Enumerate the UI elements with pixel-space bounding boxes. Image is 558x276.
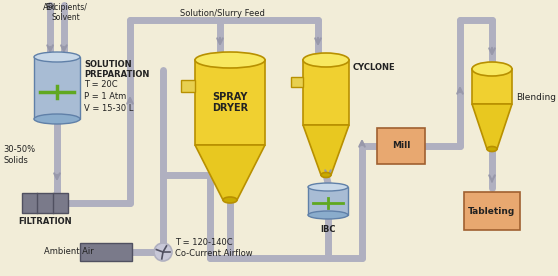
Bar: [303, 60, 349, 125]
Text: CYCLONE: CYCLONE: [353, 62, 396, 71]
Ellipse shape: [303, 53, 349, 67]
Text: SOLUTION
PREPARATION: SOLUTION PREPARATION: [84, 60, 150, 79]
Text: API: API: [44, 3, 57, 12]
Ellipse shape: [34, 52, 80, 62]
Bar: [472, 69, 512, 104]
Text: Tableting: Tableting: [468, 206, 516, 216]
Text: 30-50%
Solids: 30-50% Solids: [3, 145, 35, 165]
Bar: [34, 57, 80, 119]
Bar: [80, 243, 132, 261]
Bar: [22, 193, 68, 213]
Text: Mill: Mill: [392, 142, 410, 150]
Text: T = 120-140C
Co-Current Airflow: T = 120-140C Co-Current Airflow: [175, 238, 253, 258]
Bar: [308, 187, 348, 215]
Bar: [464, 192, 520, 230]
Bar: [181, 80, 195, 92]
Ellipse shape: [472, 62, 512, 76]
Ellipse shape: [195, 52, 265, 68]
Text: Blending: Blending: [516, 92, 556, 102]
Text: Excipients/
Solvent: Excipients/ Solvent: [45, 3, 87, 22]
Polygon shape: [472, 104, 512, 149]
Ellipse shape: [308, 183, 348, 191]
Ellipse shape: [223, 197, 237, 203]
Text: Solution/Slurry Feed: Solution/Slurry Feed: [180, 9, 265, 17]
Ellipse shape: [487, 147, 497, 152]
Polygon shape: [303, 125, 349, 175]
Bar: [195, 60, 265, 145]
Text: T = 20C
P = 1 Atm
V = 15-30 L: T = 20C P = 1 Atm V = 15-30 L: [84, 80, 133, 113]
Text: Ambient Air: Ambient Air: [44, 248, 94, 256]
Bar: [377, 128, 425, 164]
Text: FILTRATION: FILTRATION: [18, 217, 72, 226]
Circle shape: [154, 243, 172, 261]
Polygon shape: [195, 145, 265, 200]
Ellipse shape: [321, 172, 331, 177]
Bar: [291, 77, 303, 87]
Ellipse shape: [308, 211, 348, 219]
Text: IBC: IBC: [320, 225, 336, 234]
Text: SPRAY
DRYER: SPRAY DRYER: [212, 92, 248, 113]
Ellipse shape: [34, 114, 80, 124]
